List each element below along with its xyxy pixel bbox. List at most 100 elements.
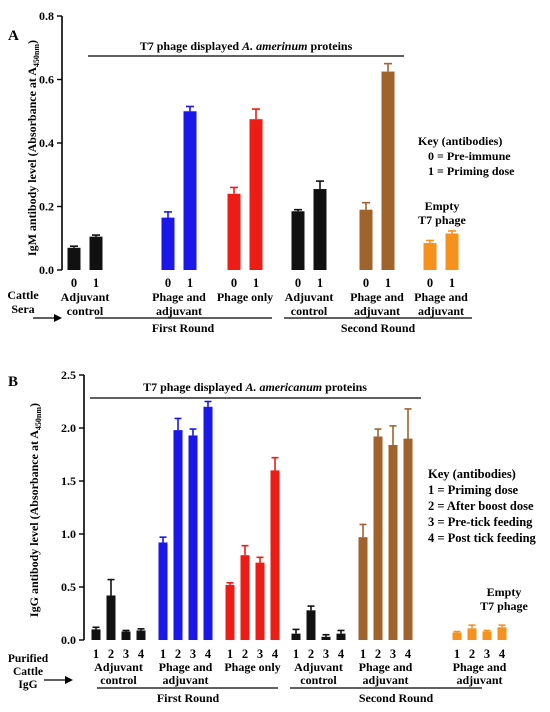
b-x-tick-label: 3 xyxy=(323,647,329,661)
panel-b-key-item: 4 = Post tick feeding xyxy=(428,531,537,545)
b-group-label: Adjuvant xyxy=(294,660,343,674)
panel-b-key-item: 1 = Priming dose xyxy=(428,483,519,497)
panel-b-round-label: First Round xyxy=(157,691,220,705)
a-group-label: Adjuvant xyxy=(285,290,334,304)
panel-a-row-label: Cattle xyxy=(7,288,39,302)
a-x-tick-label: 0 xyxy=(231,276,237,290)
b-bar xyxy=(306,610,316,640)
b-bar xyxy=(467,628,477,640)
panel-a-bars xyxy=(67,62,459,270)
panel-a-empty-label: Empty xyxy=(425,199,460,213)
b-y-tick-label: 0.0 xyxy=(61,633,76,647)
b-bar xyxy=(240,555,250,640)
panel-a-banner-pre: T7 phage displayed xyxy=(140,39,242,53)
b-group-label: Phage and xyxy=(453,660,507,674)
a-x-tick-label: 0 xyxy=(71,276,77,290)
a-x-tick-label: 1 xyxy=(187,276,193,290)
a-group-label: Adjuvant xyxy=(61,290,110,304)
b-bar xyxy=(255,562,265,640)
b-bar xyxy=(173,430,183,640)
b-x-tick-label: 3 xyxy=(390,647,396,661)
b-group-label: control xyxy=(100,673,137,687)
panel-a-banner: T7 phage displayed A. amerinum proteins xyxy=(140,39,353,53)
a-group-label: adjuvant xyxy=(354,304,400,318)
a-x-tick-label: 0 xyxy=(363,276,369,290)
panel-a-ylabel: IgM antibody level (Absorbance at A450nm… xyxy=(25,40,41,256)
b-bar xyxy=(106,595,116,640)
panel-a-key-item: 0 = Pre-immune xyxy=(428,149,511,163)
panel-b-empty-label: Empty xyxy=(487,585,522,599)
a-bar xyxy=(183,111,197,270)
b-group-label: Phage and xyxy=(159,660,213,674)
panel-b-ylabel-sub: 450nm xyxy=(34,407,43,430)
b-group-label: Phage only xyxy=(224,660,280,674)
panel-b-bars xyxy=(91,400,507,640)
panel-b-round-label: Second Round xyxy=(359,691,434,705)
a-group-label: Phage only xyxy=(217,290,273,304)
b-group-label: Adjuvant xyxy=(94,660,143,674)
b-bar xyxy=(91,629,101,640)
b-x-tick-label: 4 xyxy=(138,647,145,661)
panel-b-row-label: Purified xyxy=(8,653,49,665)
a-y-tick-label: 0.0 xyxy=(39,263,54,277)
a-bar xyxy=(359,209,373,270)
b-x-tick-label: 3 xyxy=(190,647,196,661)
b-bar xyxy=(373,436,383,640)
b-group-label: adjuvant xyxy=(362,673,408,687)
panel-b-key-item: 3 = Pre-tick feeding xyxy=(428,515,533,529)
a-group-label: Phage and xyxy=(350,290,404,304)
b-x-tick-label: 4 xyxy=(499,647,506,661)
b-y-tick-label: 0.5 xyxy=(61,580,76,594)
a-group-label: Phage and xyxy=(152,290,206,304)
b-x-tick-label: 2 xyxy=(175,647,181,661)
b-bar xyxy=(336,633,346,640)
a-y-tick-label: 0.6 xyxy=(39,73,54,87)
b-x-tick-label: 1 xyxy=(293,647,299,661)
b-bar xyxy=(203,406,213,640)
a-group-label: adjuvant xyxy=(156,304,202,318)
a-x-tick-label: 0 xyxy=(295,276,301,290)
b-x-tick-label: 4 xyxy=(205,647,212,661)
b-x-tick-label: 2 xyxy=(308,647,314,661)
b-y-tick-label: 2.0 xyxy=(61,421,76,435)
b-x-tick-label: 2 xyxy=(108,647,114,661)
a-bar xyxy=(161,217,175,270)
a-x-tick-label: 0 xyxy=(427,276,433,290)
b-bar xyxy=(225,584,235,640)
panel-a-empty-label: T7 phage xyxy=(418,213,466,227)
a-bar xyxy=(445,233,459,270)
panel-a-banner-post: proteins xyxy=(307,39,352,53)
b-bar xyxy=(291,633,301,640)
b-group-label: adjuvant xyxy=(162,673,208,687)
panel-a-banner-species: A. amerinum xyxy=(241,39,307,53)
panel-a-ylabel-tail: ) xyxy=(25,40,39,44)
b-bar xyxy=(136,630,146,640)
a-bar xyxy=(249,119,263,270)
panel-b-row-arrowhead xyxy=(65,676,73,684)
b-x-tick-label: 1 xyxy=(360,647,366,661)
a-group-label: Phage and xyxy=(414,290,468,304)
panel-a-key: Key (antibodies) 0 = Pre-immune 1 = Prim… xyxy=(418,134,515,178)
a-bar xyxy=(67,247,81,270)
a-bar xyxy=(89,236,103,270)
b-bar xyxy=(497,627,507,640)
b-x-tick-label: 4 xyxy=(338,647,345,661)
panel-a-letter: A xyxy=(8,28,19,44)
a-group-label: adjuvant xyxy=(418,304,464,318)
b-x-tick-label: 3 xyxy=(257,647,263,661)
panel-a: A IgM antibody level (Absorbance at A450… xyxy=(7,9,515,335)
a-y-tick-label: 0.2 xyxy=(39,200,54,214)
a-y-tick-label: 0.4 xyxy=(39,136,54,150)
b-bar xyxy=(321,636,331,640)
b-bar xyxy=(358,537,368,640)
panel-b-letter: B xyxy=(8,374,18,390)
b-x-tick-label: 3 xyxy=(484,647,490,661)
a-x-tick-label: 1 xyxy=(253,276,259,290)
panel-a-x-ticks: 0 1 0 1 0 1 0 1 0 1 0 1 xyxy=(71,276,455,290)
b-x-tick-label: 1 xyxy=(227,647,233,661)
panel-a-axes: 0.0 0.2 0.4 0.6 0.8 xyxy=(39,9,63,277)
panel-b-axes: 0.0 0.5 1.0 1.5 2.0 2.5 xyxy=(61,368,85,647)
a-bar xyxy=(423,243,437,270)
a-x-tick-label: 1 xyxy=(93,276,99,290)
